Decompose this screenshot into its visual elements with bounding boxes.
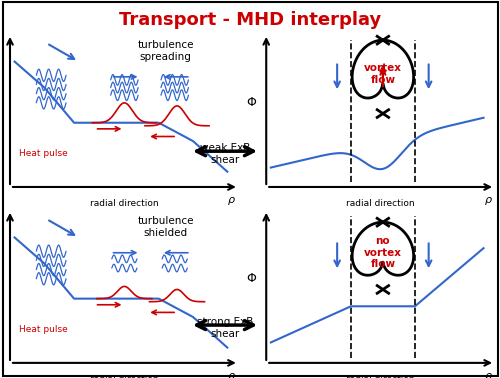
Text: Heat pulse: Heat pulse xyxy=(19,149,68,158)
Text: $\rho$: $\rho$ xyxy=(228,195,236,207)
Text: $\rho$: $\rho$ xyxy=(484,195,492,207)
Text: weak ExB
shear: weak ExB shear xyxy=(200,143,250,165)
Text: $\Phi$: $\Phi$ xyxy=(246,272,257,285)
Text: $T_e$: $T_e$ xyxy=(0,257,1,270)
Text: turbulence
shielded: turbulence shielded xyxy=(138,216,194,238)
Text: radial direction: radial direction xyxy=(90,375,158,378)
Text: $\Phi$: $\Phi$ xyxy=(246,96,257,109)
Text: Transport - MHD interplay: Transport - MHD interplay xyxy=(119,11,381,29)
Text: Heat pulse: Heat pulse xyxy=(19,325,68,334)
Text: $\rho$: $\rho$ xyxy=(484,370,492,378)
Text: radial direction: radial direction xyxy=(90,199,158,208)
Text: vortex
flow: vortex flow xyxy=(364,63,402,85)
Text: no
vortex
flow: no vortex flow xyxy=(364,236,402,270)
Text: radial direction: radial direction xyxy=(346,375,415,378)
Text: turbulence
spreading: turbulence spreading xyxy=(138,40,194,62)
Text: $T_e$: $T_e$ xyxy=(0,81,1,94)
Text: strong ExB
shear: strong ExB shear xyxy=(197,317,253,339)
Text: radial direction: radial direction xyxy=(346,199,415,208)
Text: $\rho$: $\rho$ xyxy=(228,370,236,378)
